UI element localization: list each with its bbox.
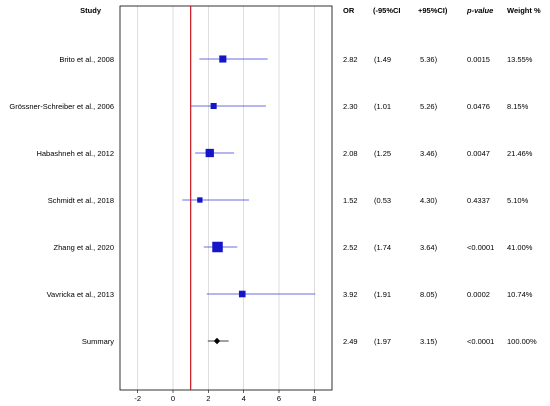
study-marker (238, 290, 246, 298)
p-value: 0.0002 (467, 290, 490, 299)
weight-value: 41.00% (507, 243, 533, 252)
lower-ci-value: (1.97 (374, 337, 391, 346)
study-marker (197, 197, 203, 203)
lower-ci-value: (1.74 (374, 243, 391, 252)
weight-value: 100.00% (507, 337, 537, 346)
study-label: Grössner-Schreiber et al., 2006 (9, 102, 114, 111)
or-value: 2.49 (343, 337, 358, 346)
study-label: Habashneh et al., 2012 (36, 149, 114, 158)
weight-value: 13.55% (507, 55, 533, 64)
header-p-value: p-value (466, 6, 493, 15)
study-label: Brito et al., 2008 (59, 55, 114, 64)
p-value: 0.0047 (467, 149, 490, 158)
study-marker (212, 241, 223, 253)
header-or: OR (343, 6, 355, 15)
x-tick-label: 4 (242, 394, 246, 403)
study-row: Habashneh et al., 2012 2.08 (1.25 3.46) 0.00… (36, 148, 533, 158)
study-label: Schmidt et al., 2018 (48, 196, 114, 205)
lower-ci-value: (1.01 (374, 102, 391, 111)
summary-diamond (213, 337, 221, 345)
study-row: Schmidt et al., 2018 1.52 (0.53 4.30) 0.4337… (48, 196, 529, 205)
study-row: Brito et al., 2008 2.82 (1.49 5.36) 0.0015 13… (59, 55, 532, 64)
upper-ci-value: 3.46) (420, 149, 438, 158)
p-value: 0.0015 (467, 55, 490, 64)
or-value: 2.08 (343, 149, 358, 158)
upper-ci-value: 5.26) (420, 102, 438, 111)
p-value: 0.0476 (467, 102, 490, 111)
p-value: <0.0001 (467, 337, 494, 346)
weight-value: 8.15% (507, 102, 529, 111)
study-rows: Brito et al., 2008 2.82 (1.49 5.36) 0.0015 13… (9, 55, 537, 346)
plot-frame (119, 5, 333, 391)
study-marker (210, 102, 217, 110)
or-value: 2.52 (343, 243, 358, 252)
weight-value: 10.74% (507, 290, 533, 299)
study-row: Vavricka et al., 2013 3.92 (1.91 8.05) 0.000… (47, 290, 533, 299)
lower-ci-value: (1.91 (374, 290, 391, 299)
study-marker (219, 55, 227, 63)
weight-value: 21.46% (507, 149, 533, 158)
study-label: Summary (82, 337, 114, 346)
x-tick-label: 8 (312, 394, 316, 403)
upper-ci-value: 4.30) (420, 196, 438, 205)
study-label: Vavricka et al., 2013 (47, 290, 114, 299)
p-value: <0.0001 (467, 243, 494, 252)
summary-row: Summary 2.49 (1.97 3.15) <0.0001 100.00% (82, 337, 537, 346)
study-row: Grössner-Schreiber et al., 2006 2.30 (1.01… (9, 102, 528, 111)
study-marker (205, 148, 214, 158)
upper-ci-value: 8.05) (420, 290, 438, 299)
upper-ci-value: 5.36) (420, 55, 438, 64)
x-tick-label: 2 (206, 394, 210, 403)
x-tick-label: -2 (134, 394, 141, 403)
x-tick-label: 6 (277, 394, 281, 403)
header-upper-ci: +95%CI) (418, 6, 448, 15)
or-value: 1.52 (343, 196, 358, 205)
or-value: 2.30 (343, 102, 358, 111)
header-study: Study (80, 6, 102, 15)
lower-ci-value: (1.49 (374, 55, 391, 64)
or-value: 3.92 (343, 290, 358, 299)
x-tick-label: 0 (171, 394, 175, 403)
x-axis: -2 0 2 4 6 8 (134, 390, 316, 403)
header-weight: Weight % (507, 6, 541, 15)
or-value: 2.82 (343, 55, 358, 64)
grid-lines (137, 6, 315, 390)
p-value: 0.4337 (467, 196, 490, 205)
weight-value: 5.10% (507, 196, 529, 205)
lower-ci-value: (1.25 (374, 149, 391, 158)
upper-ci-value: 3.64) (420, 243, 438, 252)
study-row: Zhang et al., 2020 2.52 (1.74 3.64) <0.0001 4… (54, 241, 533, 253)
lower-ci-value: (0.53 (374, 196, 391, 205)
header-lower-ci: (-95%CI (373, 6, 401, 15)
upper-ci-value: 3.15) (420, 337, 438, 346)
study-label: Zhang et al., 2020 (54, 243, 114, 252)
